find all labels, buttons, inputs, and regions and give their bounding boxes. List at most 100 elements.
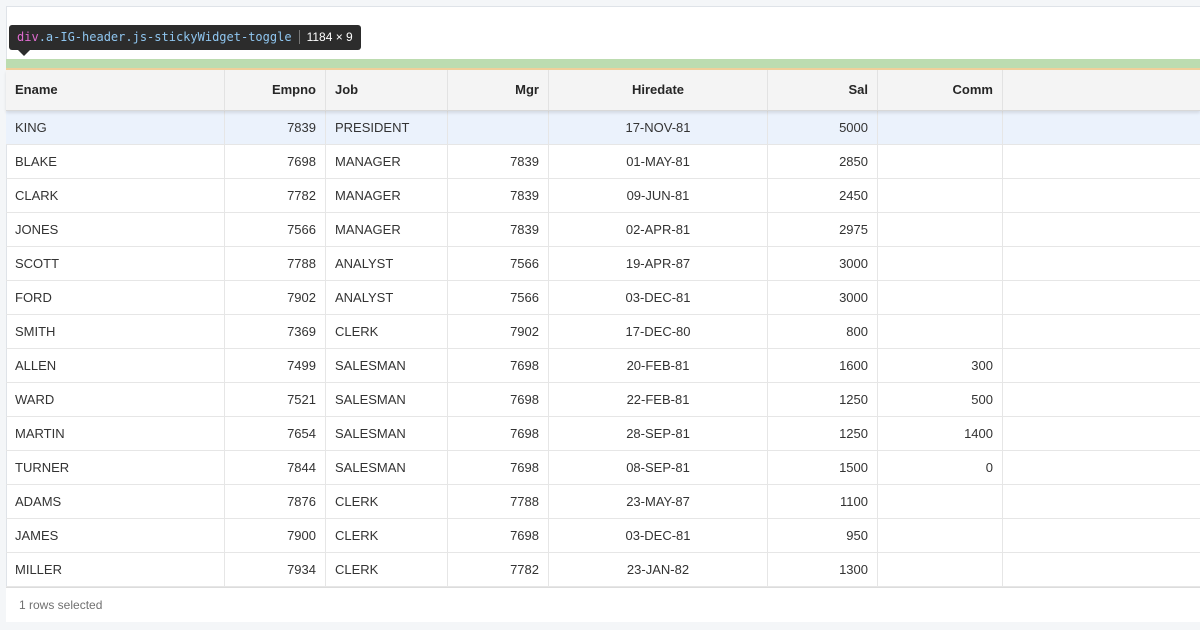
table-row[interactable]: ALLEN 7499 SALESMAN 7698 20-FEB-81 1600 300: [6, 349, 1200, 383]
cell-empno[interactable]: 7782: [225, 179, 326, 212]
cell-hiredate[interactable]: 19-APR-87: [549, 247, 768, 280]
cell-ename[interactable]: ALLEN: [6, 349, 225, 382]
cell-sal[interactable]: 1600: [768, 349, 878, 382]
cell-mgr[interactable]: 7698: [448, 349, 549, 382]
cell-hiredate[interactable]: 01-MAY-81: [549, 145, 768, 178]
cell-job[interactable]: ANALYST: [326, 247, 448, 280]
cell-ename[interactable]: KING: [6, 111, 225, 144]
cell-mgr[interactable]: 7698: [448, 519, 549, 552]
cell-job[interactable]: PRESIDENT: [326, 111, 448, 144]
cell-hiredate[interactable]: 09-JUN-81: [549, 179, 768, 212]
cell-mgr[interactable]: 7902: [448, 315, 549, 348]
cell-hiredate[interactable]: 17-DEC-80: [549, 315, 768, 348]
cell-ename[interactable]: TURNER: [6, 451, 225, 484]
table-row[interactable]: SMITH 7369 CLERK 7902 17-DEC-80 800: [6, 315, 1200, 349]
cell-ename[interactable]: JONES: [6, 213, 225, 246]
cell-comm[interactable]: 1400: [878, 417, 1003, 450]
cell-comm[interactable]: [878, 315, 1003, 348]
cell-ename[interactable]: MARTIN: [6, 417, 225, 450]
cell-sal[interactable]: 2975: [768, 213, 878, 246]
column-header-sal[interactable]: Sal: [768, 70, 878, 110]
cell-job[interactable]: MANAGER: [326, 145, 448, 178]
cell-empno[interactable]: 7499: [225, 349, 326, 382]
cell-sal[interactable]: 1100: [768, 485, 878, 518]
cell-comm[interactable]: 500: [878, 383, 1003, 416]
cell-empno[interactable]: 7788: [225, 247, 326, 280]
cell-mgr[interactable]: 7839: [448, 213, 549, 246]
cell-empno[interactable]: 7934: [225, 553, 326, 586]
table-row[interactable]: MARTIN 7654 SALESMAN 7698 28-SEP-81 1250 1400: [6, 417, 1200, 451]
cell-mgr[interactable]: 7839: [448, 145, 549, 178]
cell-sal[interactable]: 800: [768, 315, 878, 348]
cell-comm[interactable]: [878, 553, 1003, 586]
cell-ename[interactable]: SMITH: [6, 315, 225, 348]
cell-ename[interactable]: ADAMS: [6, 485, 225, 518]
cell-job[interactable]: MANAGER: [326, 179, 448, 212]
cell-hiredate[interactable]: 17-NOV-81: [549, 111, 768, 144]
cell-empno[interactable]: 7566: [225, 213, 326, 246]
table-row[interactable]: BLAKE 7698 MANAGER 7839 01-MAY-81 2850: [6, 145, 1200, 179]
cell-ename[interactable]: JAMES: [6, 519, 225, 552]
cell-job[interactable]: SALESMAN: [326, 383, 448, 416]
cell-job[interactable]: MANAGER: [326, 213, 448, 246]
cell-ename[interactable]: MILLER: [6, 553, 225, 586]
cell-mgr[interactable]: 7698: [448, 383, 549, 416]
cell-sal[interactable]: 950: [768, 519, 878, 552]
column-header-job[interactable]: Job: [326, 70, 448, 110]
cell-sal[interactable]: 1500: [768, 451, 878, 484]
cell-hiredate[interactable]: 28-SEP-81: [549, 417, 768, 450]
column-header-comm[interactable]: Comm: [878, 70, 1003, 110]
cell-sal[interactable]: 1250: [768, 417, 878, 450]
cell-empno[interactable]: 7654: [225, 417, 326, 450]
column-header-empno[interactable]: Empno: [225, 70, 326, 110]
cell-sal[interactable]: 2450: [768, 179, 878, 212]
table-row[interactable]: KING 7839 PRESIDENT 17-NOV-81 5000: [6, 111, 1200, 145]
cell-mgr[interactable]: 7566: [448, 247, 549, 280]
cell-sal[interactable]: 5000: [768, 111, 878, 144]
cell-comm[interactable]: [878, 247, 1003, 280]
cell-job[interactable]: SALESMAN: [326, 349, 448, 382]
cell-ename[interactable]: CLARK: [6, 179, 225, 212]
cell-job[interactable]: CLERK: [326, 519, 448, 552]
table-row[interactable]: CLARK 7782 MANAGER 7839 09-JUN-81 2450: [6, 179, 1200, 213]
cell-hiredate[interactable]: 20-FEB-81: [549, 349, 768, 382]
cell-job[interactable]: CLERK: [326, 315, 448, 348]
table-row[interactable]: MILLER 7934 CLERK 7782 23-JAN-82 1300: [6, 553, 1200, 587]
column-header-ename[interactable]: Ename: [6, 70, 225, 110]
cell-sal[interactable]: 1250: [768, 383, 878, 416]
cell-hiredate[interactable]: 03-DEC-81: [549, 281, 768, 314]
cell-job[interactable]: CLERK: [326, 485, 448, 518]
cell-job[interactable]: ANALYST: [326, 281, 448, 314]
cell-job[interactable]: CLERK: [326, 553, 448, 586]
cell-empno[interactable]: 7902: [225, 281, 326, 314]
cell-mgr[interactable]: [448, 111, 549, 144]
cell-empno[interactable]: 7900: [225, 519, 326, 552]
cell-comm[interactable]: 300: [878, 349, 1003, 382]
table-row[interactable]: ADAMS 7876 CLERK 7788 23-MAY-87 1100: [6, 485, 1200, 519]
cell-ename[interactable]: SCOTT: [6, 247, 225, 280]
cell-ename[interactable]: FORD: [6, 281, 225, 314]
cell-comm[interactable]: [878, 281, 1003, 314]
table-row[interactable]: FORD 7902 ANALYST 7566 03-DEC-81 3000: [6, 281, 1200, 315]
table-row[interactable]: TURNER 7844 SALESMAN 7698 08-SEP-81 1500 0: [6, 451, 1200, 485]
table-row[interactable]: JAMES 7900 CLERK 7698 03-DEC-81 950: [6, 519, 1200, 553]
cell-comm[interactable]: [878, 519, 1003, 552]
cell-sal[interactable]: 2850: [768, 145, 878, 178]
cell-empno[interactable]: 7698: [225, 145, 326, 178]
cell-hiredate[interactable]: 02-APR-81: [549, 213, 768, 246]
cell-mgr[interactable]: 7839: [448, 179, 549, 212]
cell-comm[interactable]: [878, 179, 1003, 212]
cell-empno[interactable]: 7839: [225, 111, 326, 144]
cell-mgr[interactable]: 7566: [448, 281, 549, 314]
cell-mgr[interactable]: 7782: [448, 553, 549, 586]
cell-sal[interactable]: 3000: [768, 281, 878, 314]
cell-sal[interactable]: 1300: [768, 553, 878, 586]
cell-hiredate[interactable]: 22-FEB-81: [549, 383, 768, 416]
cell-ename[interactable]: WARD: [6, 383, 225, 416]
cell-hiredate[interactable]: 23-MAY-87: [549, 485, 768, 518]
column-header-hiredate[interactable]: Hiredate: [549, 70, 768, 110]
cell-ename[interactable]: BLAKE: [6, 145, 225, 178]
cell-empno[interactable]: 7876: [225, 485, 326, 518]
cell-empno[interactable]: 7521: [225, 383, 326, 416]
cell-mgr[interactable]: 7698: [448, 417, 549, 450]
